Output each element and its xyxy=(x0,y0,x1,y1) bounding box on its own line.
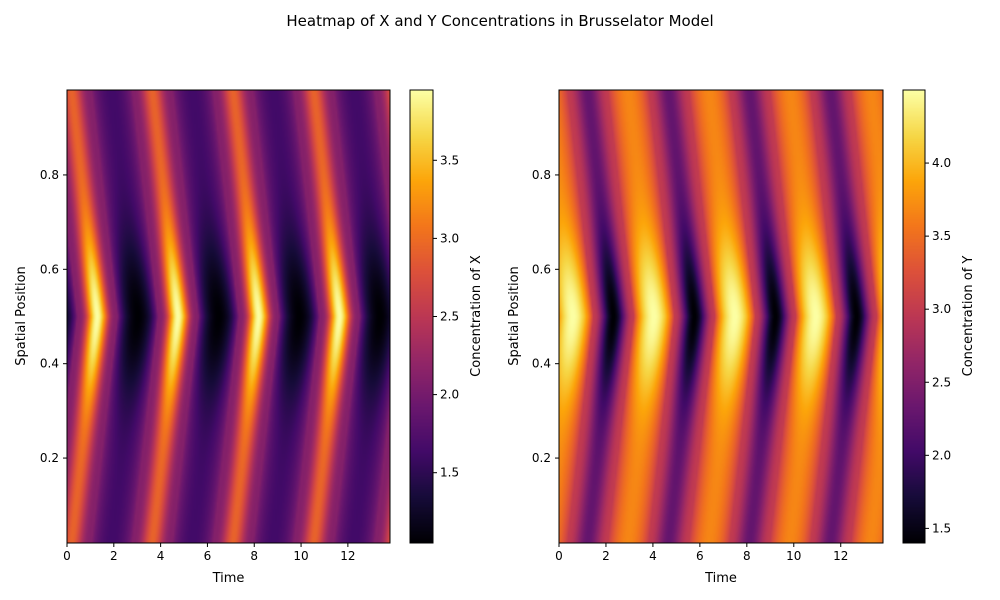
heatmap-x-xtick-label: 6 xyxy=(204,549,212,563)
heatmap-y-xtick-label: 12 xyxy=(833,549,848,563)
heatmap-x-xtick-label: 0 xyxy=(63,549,71,563)
heatmap-y-ytick-label: 0.4 xyxy=(532,357,551,371)
heatmap-y-ytick-label: 0.2 xyxy=(532,451,551,465)
heatmap-x-colorbar-tick-label: 2.0 xyxy=(440,388,459,402)
heatmap-x-ylabel: Spatial Position xyxy=(14,266,29,366)
heatmap-y-colorbar-tick-label: 1.5 xyxy=(932,521,951,535)
heatmap-x-colorbar-tick-label: 3.5 xyxy=(440,153,459,167)
heatmap-y-xtick-label: 4 xyxy=(649,549,657,563)
figure-suptitle: Heatmap of X and Y Concentrations in Bru… xyxy=(286,12,713,30)
heatmap-y-ytick-label: 0.6 xyxy=(532,262,551,276)
heatmap-y-xtick-label: 2 xyxy=(602,549,610,563)
heatmap-y-xtick-label: 10 xyxy=(786,549,801,563)
heatmap-y-panel: 0 2 4 6 8 10 12 0.2 0.4 0.6 0.8 Time Spatial Posi… xyxy=(507,89,884,586)
heatmap-y-colorbar-tick-label: 4.0 xyxy=(932,156,951,170)
heatmap-x-xticks: 0 2 4 6 8 10 12 xyxy=(63,543,356,563)
heatmap-x-frame xyxy=(66,89,391,544)
heatmap-x-xtick-label: 8 xyxy=(250,549,258,563)
heatmap-y-colorbar-tick-label: 3.0 xyxy=(932,302,951,316)
heatmap-y-xtick-label: 6 xyxy=(696,549,704,563)
heatmap-y-image xyxy=(559,90,883,543)
colorbar-y-ticks: 1.5 2.0 2.5 3.0 3.5 4.0 xyxy=(925,156,951,535)
colorbar-y-frame xyxy=(902,89,926,544)
heatmap-x-yticks: 0.2 0.4 0.6 0.8 xyxy=(40,168,67,465)
heatmap-y-ytick-label: 0.8 xyxy=(532,168,551,182)
heatmap-x-xlabel: Time xyxy=(212,571,245,586)
heatmap-x-xtick-label: 2 xyxy=(110,549,118,563)
heatmap-y-colorbar-tick-label: 2.0 xyxy=(932,448,951,462)
heatmap-y-ylabel: Spatial Position xyxy=(507,266,522,366)
heatmap-x-image xyxy=(67,90,390,543)
heatmap-x-panel: 0 2 4 6 8 10 12 0.2 0.4 0.6 0.8 Time Spatial Posi… xyxy=(14,89,391,586)
colorbar-y: 1.5 2.0 2.5 3.0 3.5 4.0 Concentration of Y xyxy=(902,89,976,544)
colorbar-x-ticks: 1.5 2.0 2.5 3.0 3.5 xyxy=(433,153,459,480)
heatmap-y-colorbar-tick-label: 2.5 xyxy=(932,375,951,389)
heatmap-x-ytick-label: 0.8 xyxy=(40,168,59,182)
heatmap-y-xticks: 0 2 4 6 8 10 12 xyxy=(555,543,848,563)
heatmap-x-ytick-label: 0.6 xyxy=(40,262,59,276)
heatmap-x-ytick-label: 0.4 xyxy=(40,357,59,371)
heatmap-y-xtick-label: 8 xyxy=(743,549,751,563)
colorbar-x: 1.5 2.0 2.5 3.0 3.5 Concentration of X xyxy=(409,89,484,544)
heatmap-x-xtick-label: 12 xyxy=(340,549,355,563)
heatmap-x-colorbar-tick-label: 1.5 xyxy=(440,466,459,480)
heatmap-y-xlabel: Time xyxy=(704,571,737,586)
heatmap-y-frame xyxy=(558,89,884,544)
colorbar-x-gradient xyxy=(410,90,433,543)
colorbar-y-gradient xyxy=(903,90,925,543)
heatmap-y-xtick-label: 0 xyxy=(555,549,563,563)
heatmap-y-colorbar-tick-label: 3.5 xyxy=(932,229,951,243)
heatmap-x-colorbar-tick-label: 2.5 xyxy=(440,310,459,324)
heatmap-x-ytick-label: 0.2 xyxy=(40,451,59,465)
heatmap-x-xtick-label: 10 xyxy=(293,549,308,563)
heatmap-y-yticks: 0.2 0.4 0.6 0.8 xyxy=(532,168,559,465)
heatmap-x-xtick-label: 4 xyxy=(157,549,165,563)
colorbar-x-label: Concentration of X xyxy=(469,255,484,377)
colorbar-y-label: Concentration of Y xyxy=(961,256,976,377)
heatmap-x-colorbar-tick-label: 3.0 xyxy=(440,231,459,245)
